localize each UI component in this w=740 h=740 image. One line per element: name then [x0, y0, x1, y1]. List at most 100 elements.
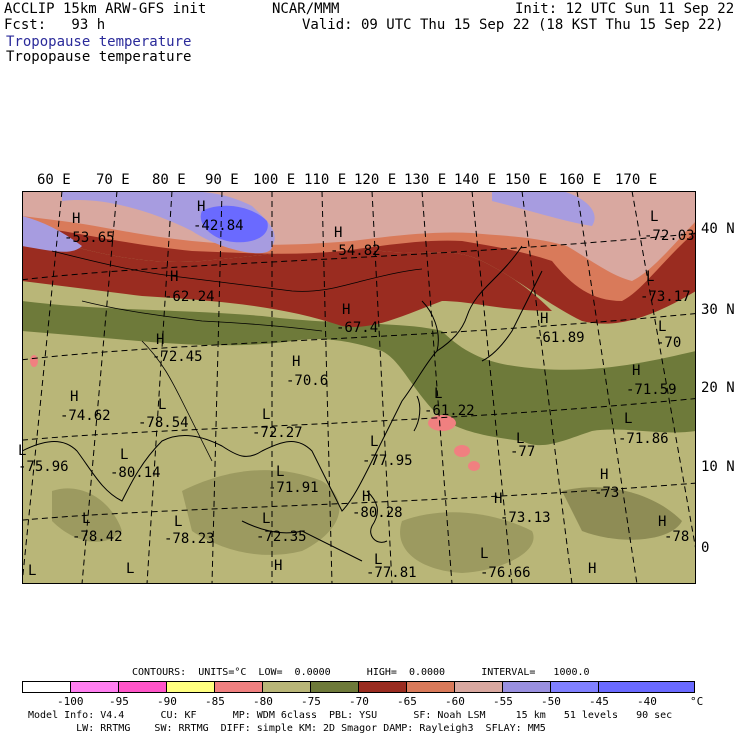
- scale-swatch: [598, 681, 695, 693]
- field-title-color: Tropopause temperature: [6, 34, 192, 50]
- map-frame: [22, 191, 696, 584]
- extremum-letter: L: [658, 319, 667, 335]
- extremum-letter: L: [82, 511, 91, 527]
- extremum-letter: L: [174, 514, 183, 530]
- lon-label: 80 E: [152, 172, 186, 188]
- country-border: [81, 300, 323, 332]
- region-lavender-east: [492, 191, 595, 226]
- lon-label: 170 E: [615, 172, 658, 188]
- coastline: [22, 300, 439, 512]
- extremum-value: -61.89: [534, 330, 585, 346]
- extremum-value: -78: [664, 529, 690, 545]
- extremum-value: -54.82: [330, 243, 381, 259]
- scale-tick: -60: [445, 695, 465, 708]
- extremum-value: -72.45: [152, 349, 203, 365]
- extremum-value: -70: [656, 335, 682, 351]
- lon-label: 110 E: [304, 172, 347, 188]
- extremum-letter: L: [120, 447, 129, 463]
- extremum-letter: L: [650, 209, 659, 225]
- extremum-value: -78.54: [138, 415, 189, 431]
- extremum-value: -73: [594, 485, 620, 501]
- lon-label: 70 E: [96, 172, 130, 188]
- extremum-letter: L: [28, 563, 37, 579]
- extremum-value: -71.59: [626, 382, 677, 398]
- field-title-contour: Tropopause temperature: [6, 49, 192, 65]
- extremum-value: -77: [510, 444, 536, 460]
- scale-tick: -50: [541, 695, 561, 708]
- valid-time: Valid: 09 UTC Thu 15 Sep 22 (18 KST Thu …: [302, 17, 724, 33]
- region-lavender-west: [22, 216, 82, 252]
- extremum-value: -53.65: [64, 230, 115, 246]
- scale-tick: -70: [349, 695, 369, 708]
- scale-swatch: [406, 681, 455, 693]
- extremum-letter: H: [170, 269, 179, 285]
- extremum-value: -73.17: [640, 289, 691, 305]
- model-info-line2: LW: RRTMG SW: RRTMG DIFF: simple KM: 2D …: [28, 723, 546, 734]
- scale-tick: -40: [637, 695, 657, 708]
- lon-label: 120 E: [354, 172, 397, 188]
- region-olive-patch: [182, 470, 340, 555]
- scale-tick: -100: [57, 695, 84, 708]
- lat-label: 20 N: [701, 380, 735, 396]
- scale-swatch: [358, 681, 407, 693]
- scale-swatch: [454, 681, 503, 693]
- extremum-value: -74.62: [60, 408, 111, 424]
- lat-label: 10 N: [701, 459, 735, 475]
- extremum-letter: H: [197, 199, 206, 215]
- extremum-letter: H: [72, 211, 81, 227]
- lat-label: 40 N: [701, 221, 735, 237]
- scale-tick: -90: [157, 695, 177, 708]
- extremum-value: -61.22: [424, 403, 475, 419]
- extremum-letter: H: [362, 489, 371, 505]
- scale-swatch: [166, 681, 215, 693]
- lon-label: 60 E: [37, 172, 71, 188]
- extremum-letter: H: [632, 363, 641, 379]
- extremum-letter: L: [262, 407, 271, 423]
- extremum-letter: L: [480, 546, 489, 562]
- init-time: Init: 12 UTC Sun 11 Sep 22: [515, 1, 735, 17]
- extremum-value: -71.91: [268, 480, 319, 496]
- extremum-value: -77.81: [366, 565, 417, 581]
- cold-spot: [454, 445, 470, 457]
- scale-swatch: [550, 681, 599, 693]
- extremum-letter: L: [516, 431, 525, 447]
- extremum-value: -75.96: [18, 459, 69, 475]
- lat-label: 30 N: [701, 302, 735, 318]
- coastline-philippines: [366, 490, 388, 543]
- scale-tick: -55: [493, 695, 513, 708]
- scale-swatch: [214, 681, 263, 693]
- extremum-letter: L: [370, 434, 379, 450]
- extremum-letter: L: [434, 386, 443, 402]
- extremum-letter: L: [18, 443, 27, 459]
- extremum-letter: H: [292, 354, 301, 370]
- extremum-letter: L: [276, 464, 285, 480]
- extremum-letter-h: H: [588, 561, 597, 577]
- extremum-letter: L: [624, 411, 633, 427]
- scale-swatch: [22, 681, 71, 693]
- extremum-letter: H: [70, 389, 79, 405]
- lon-label: 160 E: [559, 172, 602, 188]
- extremum-value: -77.95: [362, 453, 413, 469]
- cold-spot: [468, 461, 480, 471]
- extremum-value: -72.03: [644, 228, 695, 244]
- extremum-letter: H: [600, 467, 609, 483]
- scale-tick: -80: [253, 695, 273, 708]
- lon-label: 100 E: [253, 172, 296, 188]
- country-border: [51, 250, 423, 292]
- coastline-borneo: [241, 520, 363, 562]
- scale-swatch: [118, 681, 167, 693]
- scale-tick: -75: [301, 695, 321, 708]
- coastline-taiwan: [413, 395, 421, 432]
- extremum-letter: H: [156, 332, 165, 348]
- extremum-letter: H: [540, 311, 549, 327]
- extremum-letter-h: H: [274, 558, 283, 574]
- region-olive-patch: [562, 487, 682, 540]
- lon-label: 90 E: [205, 172, 239, 188]
- scale-swatch: [262, 681, 311, 693]
- lon-label: 130 E: [404, 172, 447, 188]
- extremum-value: -71.86: [618, 431, 669, 447]
- lat-label: 0: [701, 540, 710, 556]
- coastline: [436, 245, 523, 352]
- country-border: [141, 340, 213, 462]
- extremum-letter: L: [262, 511, 271, 527]
